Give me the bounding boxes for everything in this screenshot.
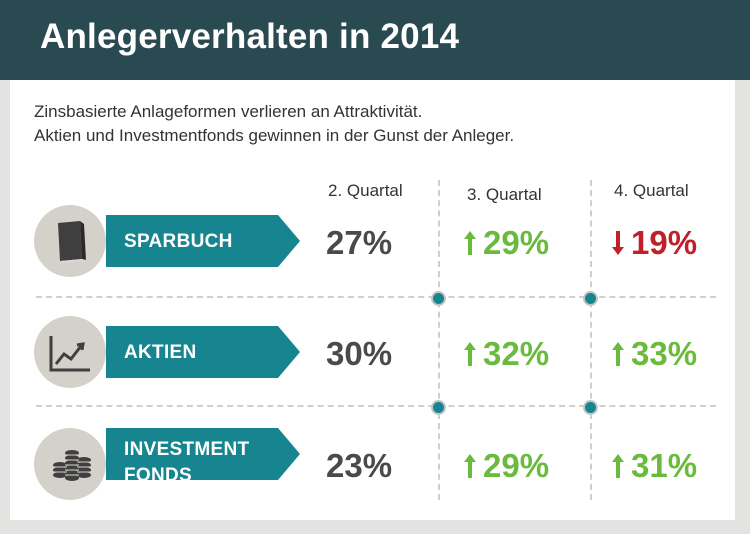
value-cell: 33% [611, 335, 697, 373]
value-cell: 29% [463, 224, 549, 262]
column-header-q2: 2. Quartal [328, 181, 403, 200]
grid-dot [583, 400, 598, 415]
grid-dot [431, 400, 446, 415]
value-text: 30% [326, 335, 393, 372]
arrow-up-icon [612, 342, 624, 366]
value-cell: 27% [326, 224, 392, 262]
row-label-arrow [278, 215, 300, 267]
book-icon [34, 205, 106, 277]
grid-divider-vertical-1 [438, 180, 440, 500]
value-text: 19% [631, 224, 698, 261]
line-chart-icon [34, 316, 106, 388]
value-cell: 30% [326, 335, 392, 373]
page-title: Anlegerverhalten in 2014 [40, 17, 460, 56]
row-label-line: INVESTMENT [124, 439, 250, 460]
arrow-down-icon [612, 231, 624, 255]
grid-dot [583, 291, 598, 306]
grid-divider-horizontal-1 [36, 296, 716, 298]
value-cell: 32% [463, 335, 549, 373]
value-text: 32% [483, 335, 550, 372]
coin-stacks-icon [34, 428, 106, 500]
arrow-up-icon [612, 454, 624, 478]
row-label-line: FONDS [124, 465, 192, 486]
subtitle-line-1: Zinsbasierte Anlageformen verlieren an A… [34, 102, 423, 121]
row-label-line: AKTIEN [124, 342, 197, 363]
value-text: 27% [326, 224, 393, 261]
value-text: 23% [326, 447, 393, 484]
subtitle-line-2: Aktien und Investmentfonds gewinnen in d… [34, 126, 515, 145]
value-text: 31% [631, 447, 698, 484]
row-label-sparbuch: SPARBUCH [124, 229, 233, 255]
column-header-q3: 3. Quartal [467, 185, 542, 204]
value-cell: 23% [326, 447, 392, 485]
value-cell: 31% [611, 447, 697, 485]
value-cell: 19% [611, 224, 697, 262]
row-label-bar [106, 428, 278, 480]
row-label-bar [106, 215, 278, 267]
arrow-up-icon [464, 342, 476, 366]
value-text: 29% [483, 447, 550, 484]
grid-divider-horizontal-2 [36, 405, 716, 407]
grid-divider-vertical-2 [590, 180, 592, 500]
arrow-up-icon [464, 231, 476, 255]
row-label-aktien: AKTIEN [124, 340, 197, 366]
row-label-arrow [278, 428, 300, 480]
value-cell: 29% [463, 447, 549, 485]
row-label-bar [106, 326, 278, 378]
value-text: 33% [631, 335, 698, 372]
row-label-line: SPARBUCH [124, 231, 233, 252]
grid-dot [431, 291, 446, 306]
arrow-up-icon [464, 454, 476, 478]
row-label-investment-fonds: INVESTMENT FONDS [124, 437, 249, 489]
header-bar: Anlegerverhalten in 2014 [0, 0, 750, 80]
row-label-arrow [278, 326, 300, 378]
subtitle: Zinsbasierte Anlageformen verlieren an A… [34, 100, 514, 148]
column-header-q4: 4. Quartal [614, 181, 689, 200]
value-text: 29% [483, 224, 550, 261]
